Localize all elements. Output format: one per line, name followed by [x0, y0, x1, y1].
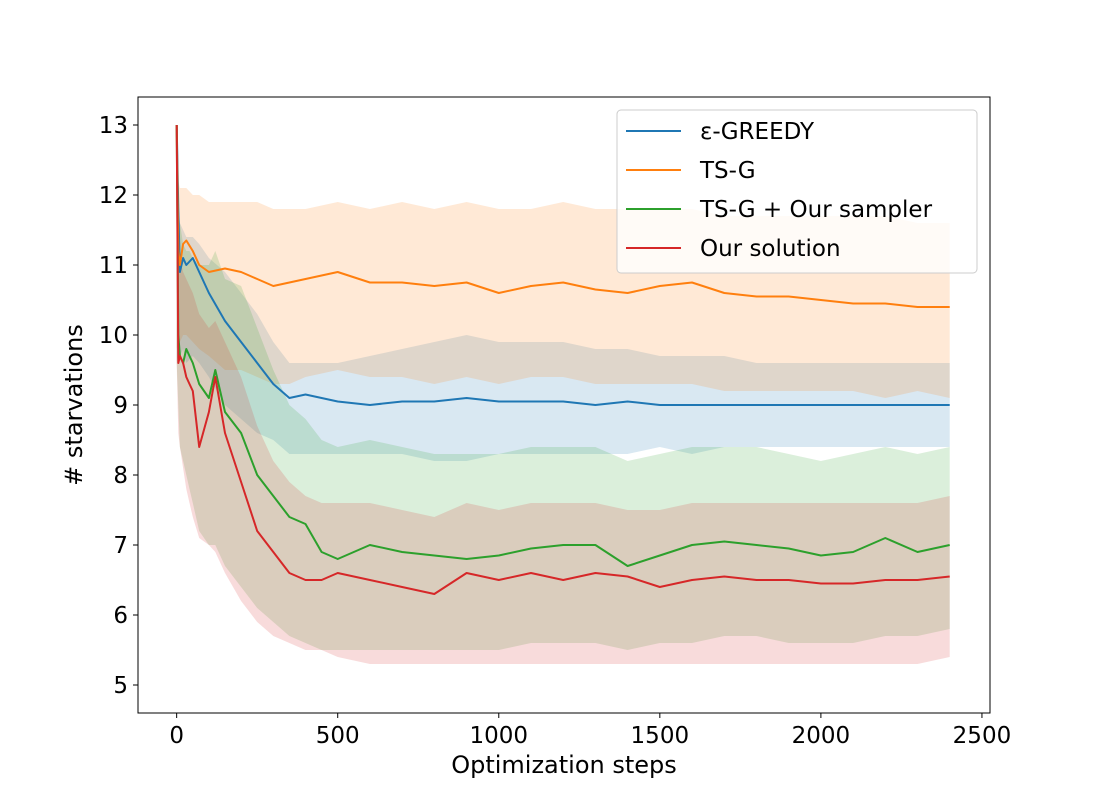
band-series-1 — [176, 125, 950, 398]
band-series-3 — [176, 125, 950, 664]
y-tick-label: 7 — [113, 533, 128, 559]
confidence-bands — [176, 125, 950, 664]
line-series-2 — [175, 124, 950, 567]
y-tick-label: 13 — [99, 113, 128, 139]
y-tick-label: 10 — [99, 323, 128, 349]
y-tick-label: 11 — [99, 253, 128, 279]
x-axis: 0 500 1000 1500 2000 2500 — [169, 713, 1011, 749]
y-axis-label: # starvations — [60, 324, 88, 486]
band-series-2 — [176, 125, 950, 650]
x-tick-label: 500 — [316, 723, 360, 749]
x-tick-label: 2000 — [792, 723, 851, 749]
legend-label: TS-G — [699, 158, 756, 184]
y-tick-label: 5 — [113, 673, 128, 699]
x-tick-label: 0 — [169, 723, 184, 749]
y-tick-label: 12 — [99, 183, 128, 209]
y-tick-label: 9 — [113, 393, 128, 419]
legend-box — [616, 109, 978, 274]
band-series-0 — [176, 125, 950, 461]
legend: ε-GREEDY TS-G TS-G + Our sampler Our soluti… — [616, 109, 978, 274]
x-tick-label: 1500 — [631, 723, 690, 749]
legend-label: ε-GREEDY — [700, 119, 815, 145]
y-tick-label: 8 — [113, 463, 128, 489]
line-series-1 — [175, 124, 950, 308]
y-tick-label: 6 — [113, 603, 128, 629]
x-tick-label: 2500 — [953, 723, 1012, 749]
series-lines — [175, 124, 950, 595]
line-series-0 — [175, 124, 950, 406]
line-series-3 — [175, 124, 950, 595]
x-axis-label: Optimization steps — [451, 751, 677, 779]
legend-label: TS-G + Our sampler — [699, 197, 933, 223]
x-tick-label: 1000 — [469, 723, 528, 749]
legend-label: Our solution — [700, 236, 841, 262]
y-axis: 5 6 7 8 9 10 11 12 13 — [99, 113, 138, 699]
